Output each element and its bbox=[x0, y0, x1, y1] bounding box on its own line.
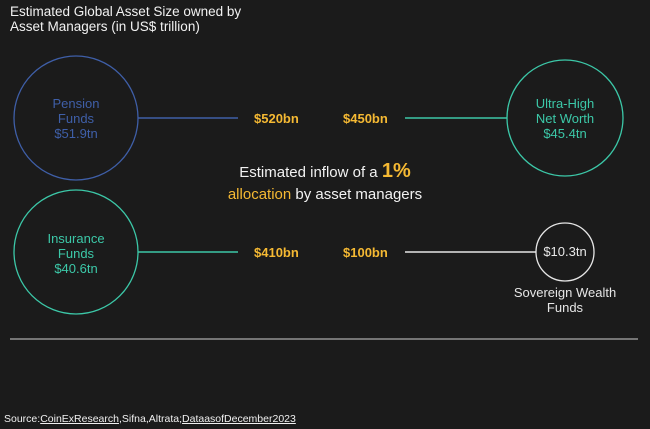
sovereign-name-line-2: Funds bbox=[546, 300, 584, 315]
uhnw-name-line-2: Net Worth bbox=[535, 111, 595, 126]
center-prefix: Estimated inflow of a bbox=[239, 164, 378, 181]
sovereign-name-label: Sovereign Wealth Funds bbox=[500, 285, 630, 315]
uhnw-name-line-1: Ultra-High bbox=[535, 96, 595, 111]
pension-name-line-1: Pension bbox=[52, 96, 100, 111]
pension-funds-label: Pension Funds $51.9tn bbox=[26, 96, 126, 141]
pension-value: $51.9tn bbox=[54, 126, 98, 141]
center-caption: Estimated inflow of a 1% allocation by a… bbox=[200, 160, 450, 206]
pension-name-line-2: Funds bbox=[57, 111, 95, 126]
title-line-2: Asset Managers (in US$ trillion) bbox=[10, 19, 200, 34]
source-note: Source:CoinExResearch,Sifna,Altrata;Data… bbox=[4, 413, 296, 425]
sovereign-value-label: $10.3tn bbox=[525, 244, 605, 259]
uhnw-flow-amount: $450bn bbox=[343, 111, 388, 126]
insurance-name-line-1: Insurance bbox=[47, 231, 105, 246]
sovereign-flow-amount: $100bn bbox=[343, 245, 388, 260]
source-date-link[interactable]: DataasofDecember2023 bbox=[182, 413, 296, 425]
pension-flow-amount: $520bn bbox=[254, 111, 299, 126]
insurance-value: $40.6tn bbox=[54, 261, 98, 276]
uhnw-label: Ultra-High Net Worth $45.4tn bbox=[505, 96, 625, 141]
uhnw-value: $45.4tn bbox=[543, 126, 587, 141]
sovereign-name-line-1: Sovereign Wealth bbox=[513, 285, 617, 300]
center-percent: 1% bbox=[381, 160, 411, 182]
insurance-flow-amount: $410bn bbox=[254, 245, 299, 260]
center-suffix: by asset managers bbox=[295, 186, 423, 203]
source-prefix: Source: bbox=[4, 413, 41, 425]
source-link-coinex[interactable]: CoinExResearch bbox=[40, 413, 119, 425]
sovereign-value: $10.3tn bbox=[543, 244, 587, 259]
center-highlight: allocation bbox=[227, 186, 292, 203]
insurance-name-line-2: Funds bbox=[57, 246, 95, 261]
chart-title: Estimated Global Asset Size owned by Ass… bbox=[10, 4, 270, 34]
source-middle: ,Sifna,Altrata; bbox=[118, 413, 183, 425]
insurance-funds-label: Insurance Funds $40.6tn bbox=[26, 231, 126, 276]
title-line-1: Estimated Global Asset Size owned by bbox=[10, 4, 242, 19]
